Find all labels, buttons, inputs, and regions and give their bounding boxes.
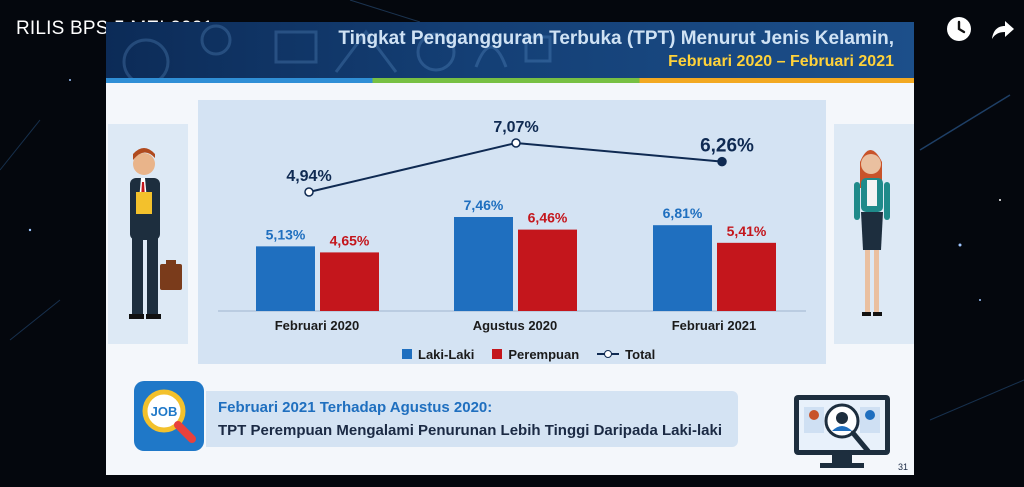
legend-item-total: Total <box>597 347 655 362</box>
monitor-search-illustration <box>794 395 890 468</box>
bar-perempuan-1 <box>320 252 379 311</box>
bar-laki-1 <box>256 246 315 311</box>
presentation-slide: Tingkat Pengangguran Terbuka (TPT) Menur… <box>106 22 914 475</box>
label-laki-2: 7,46% <box>464 197 504 213</box>
total-point-1 <box>304 187 314 197</box>
businessman-illustration <box>129 148 182 319</box>
slide-period: Februari 2020 – Februari 2021 <box>668 53 894 70</box>
summary-note: Februari 2021 Terhadap Agustus 2020: TPT… <box>206 391 738 447</box>
total-point-2 <box>511 138 521 148</box>
summary-heading: Februari 2021 Terhadap Agustus 2020: <box>218 399 493 416</box>
legend-label-perempuan: Perempuan <box>508 346 580 362</box>
label-total-3: 6,26% <box>700 136 754 157</box>
label-total-1: 4,94% <box>286 168 331 185</box>
x-tick-label-1: Februari 2020 <box>275 318 360 333</box>
label-perempuan-3: 5,41% <box>727 223 767 239</box>
bar-laki-3 <box>653 225 712 311</box>
total-point-3 <box>717 156 727 167</box>
legend-label-total: Total <box>625 346 656 362</box>
bar-perempuan-3 <box>717 242 776 311</box>
x-tick-label-2: Agustus 2020 <box>473 318 558 333</box>
legend-swatch-laki <box>402 349 412 359</box>
chart-legend: Laki-Laki Perempuan Total <box>402 345 655 363</box>
bar-perempuan-2 <box>518 229 577 311</box>
job-search-badge: JOB <box>134 381 204 451</box>
businesswoman-illustration <box>854 150 890 316</box>
magnifier-job-icon: JOB <box>142 389 196 443</box>
header-color-stripe <box>106 78 914 83</box>
slide-header: Tingkat Pengangguran Terbuka (TPT) Menur… <box>106 22 914 78</box>
header-pattern <box>122 24 552 78</box>
label-total-2: 7,07% <box>493 119 538 136</box>
legend-label-laki: Laki-Laki <box>418 346 475 362</box>
right-figure-panel <box>834 124 914 344</box>
x-tick-label-3: Februari 2021 <box>672 318 757 333</box>
label-perempuan-1: 4,65% <box>330 232 370 248</box>
label-perempuan-2: 6,46% <box>528 210 568 226</box>
left-figure-panel <box>108 124 188 344</box>
slide-title: Tingkat Pengangguran Terbuka (TPT) Menur… <box>338 28 894 49</box>
clock-icon[interactable] <box>946 16 972 42</box>
summary-text: TPT Perempuan Mengalami Penurunan Lebih … <box>218 422 722 439</box>
chart-panel: 5,13% 4,65% Februari 2020 7,46% 6,46% Agustus… <box>198 100 826 364</box>
legend-item-laki: Laki-Laki <box>402 347 474 362</box>
legend-swatch-perempuan <box>492 349 503 359</box>
share-arrow-icon[interactable] <box>990 16 1016 42</box>
tpt-chart: 5,13% 4,65% Februari 2020 7,46% 6,46% Agustus… <box>218 119 806 333</box>
page-number: 31 <box>898 462 909 472</box>
label-laki-3: 6,81% <box>663 205 703 221</box>
total-line <box>308 141 723 193</box>
legend-swatch-total <box>597 349 620 359</box>
job-badge-text: JOB <box>151 404 178 419</box>
bar-laki-2 <box>454 217 513 311</box>
legend-item-perempuan: Perempuan <box>492 347 579 362</box>
label-laki-1: 5,13% <box>266 226 306 242</box>
